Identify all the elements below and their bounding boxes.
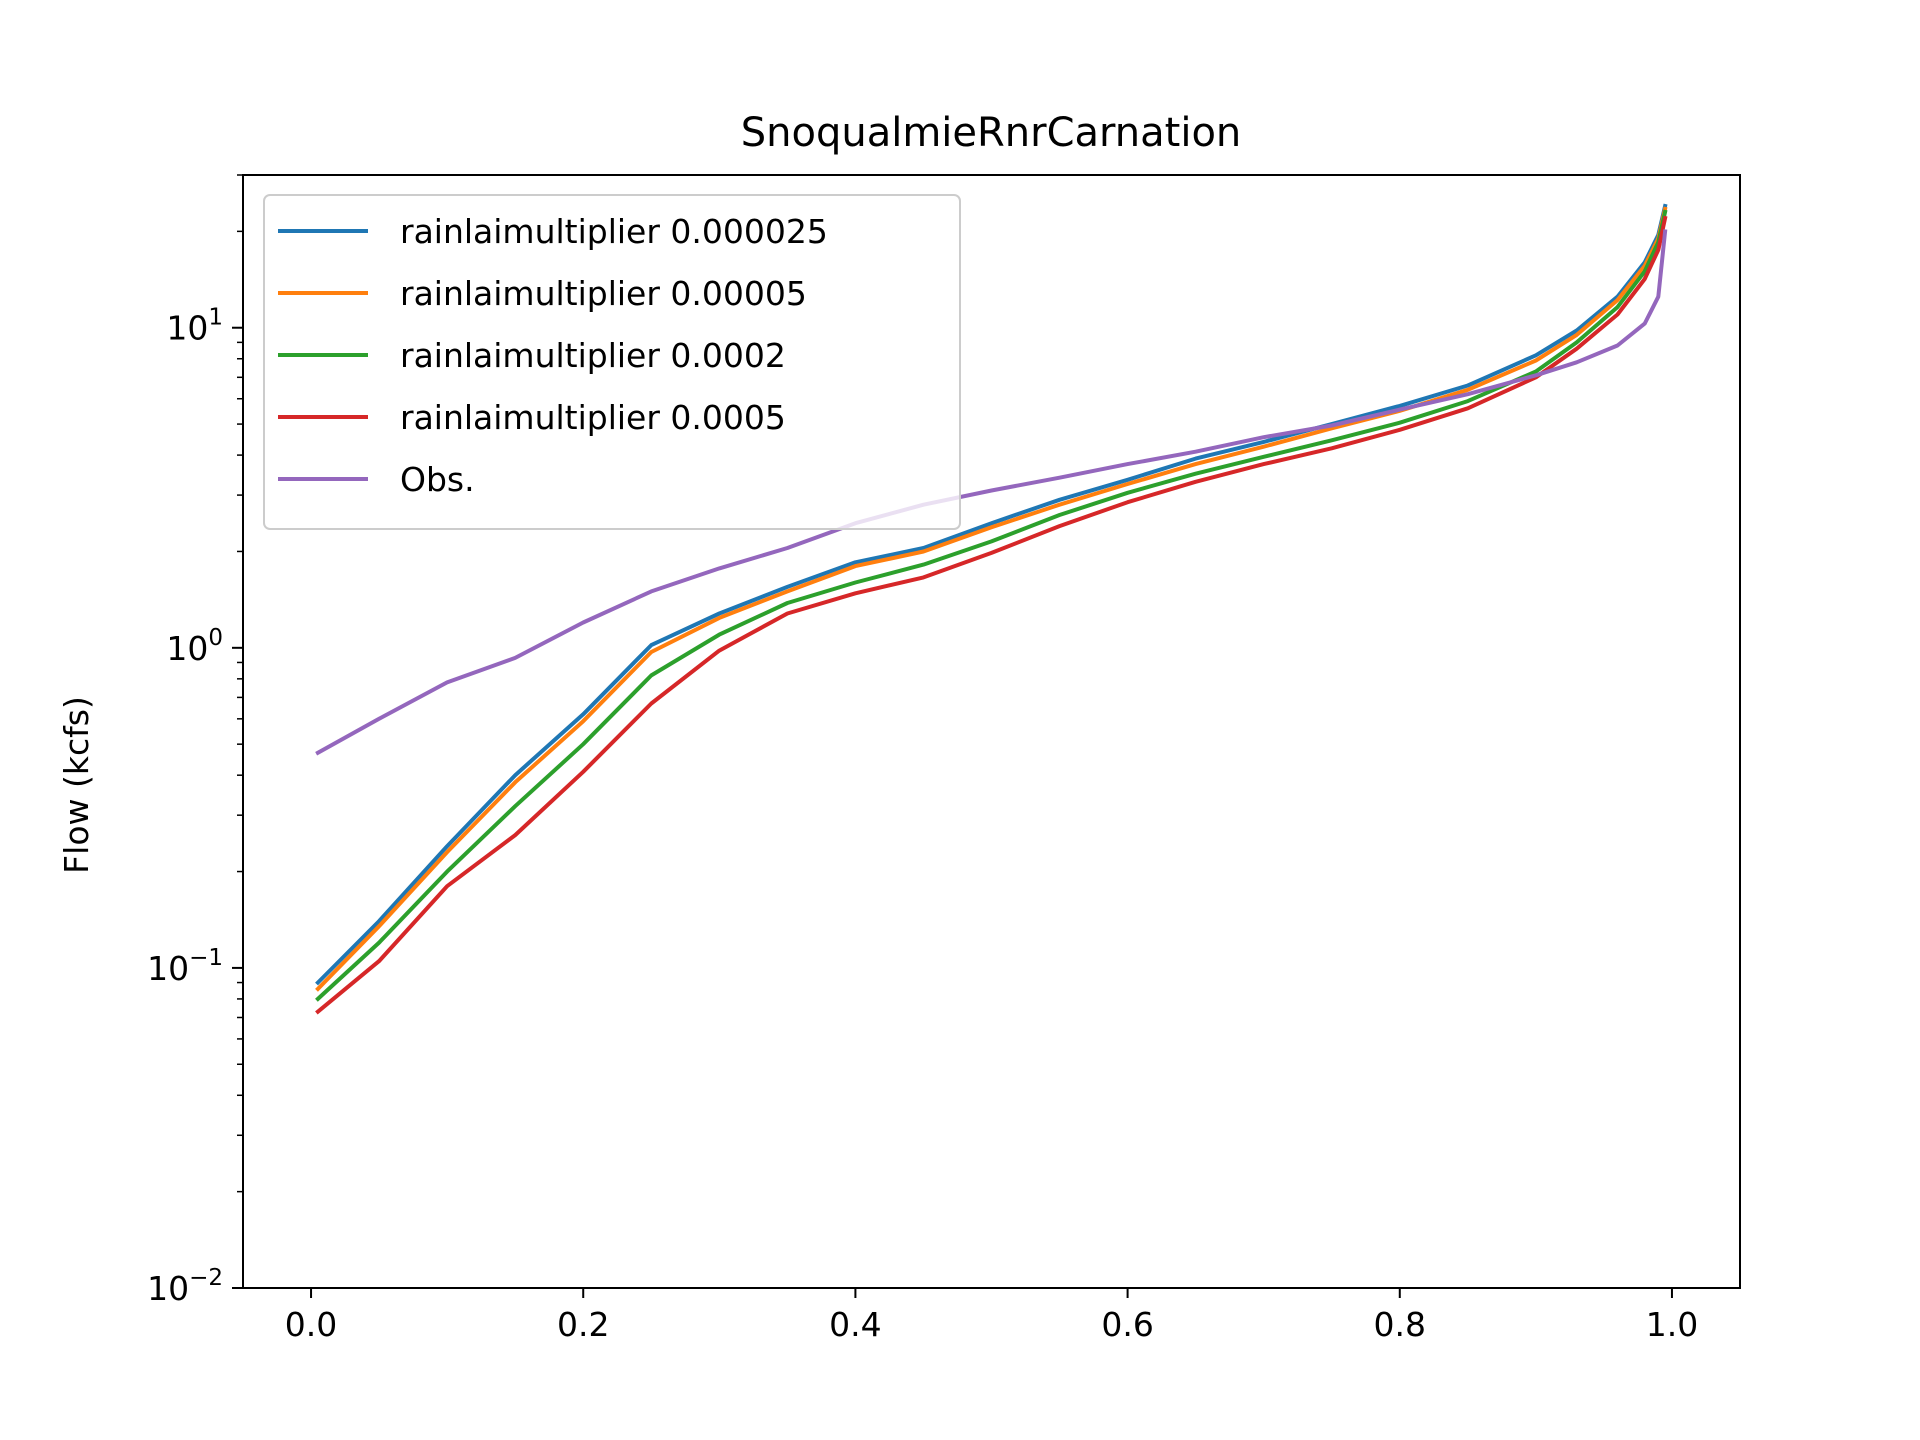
y-tick-label-exponent: −2 (189, 1265, 223, 1291)
y-tick-label: 10−2 (147, 1265, 223, 1308)
x-tick-label: 0.8 (1374, 1305, 1426, 1344)
chart-title: SnoqualmieRnrCarnation (741, 110, 1242, 156)
x-axis: 0.0 0.2 0.4 0.6 0.8 1.0 (285, 1288, 1698, 1344)
y-axis-label: Flow (kcfs) (57, 696, 96, 874)
y-tick-label-exponent: 1 (208, 305, 223, 331)
x-tick-label: 0.2 (557, 1305, 609, 1344)
legend-entry-label: Obs. (400, 460, 475, 499)
legend-box (263, 194, 961, 530)
y-tick-label: 10−1 (147, 945, 223, 988)
y-tick-label-exponent: −1 (189, 945, 223, 971)
y-tick-label-base: 10 (166, 629, 208, 668)
x-tick-label: 0.4 (829, 1305, 881, 1344)
series-line-obs (315, 229, 1668, 756)
x-tick-label: 0.0 (285, 1305, 337, 1344)
y-tick-label-base: 10 (147, 1269, 189, 1308)
y-tick-label-base: 10 (166, 309, 208, 348)
legend-entry-label: rainlaimultiplier 0.0002 (400, 336, 786, 375)
y-tick-label-exponent: 0 (208, 625, 223, 651)
y-tick-label: 100 (166, 625, 223, 668)
y-tick-label: 101 (166, 305, 223, 348)
plot-frame (242, 174, 1741, 1289)
legend-entry-label: rainlaimultiplier 0.000025 (400, 212, 828, 251)
x-tick-label: 0.6 (1101, 1305, 1153, 1344)
series-line-rainlaimultiplier-0-0005 (315, 215, 1668, 1015)
legend: rainlaimultiplier 0.000025 rainlaimultipl… (263, 194, 961, 530)
y-tick-label-base: 10 (147, 949, 189, 988)
legend-entry-label: rainlaimultiplier 0.0005 (400, 398, 786, 437)
series-line-rainlaimultiplier-0-00005 (315, 206, 1668, 992)
series-line-rainlaimultiplier-0-000025 (315, 203, 1668, 986)
legend-entry-label: rainlaimultiplier 0.00005 (400, 274, 807, 313)
x-tick-label: 1.0 (1646, 1305, 1698, 1344)
series-layer (315, 203, 1668, 1015)
series-line-rainlaimultiplier-0-0002 (315, 209, 1668, 1002)
